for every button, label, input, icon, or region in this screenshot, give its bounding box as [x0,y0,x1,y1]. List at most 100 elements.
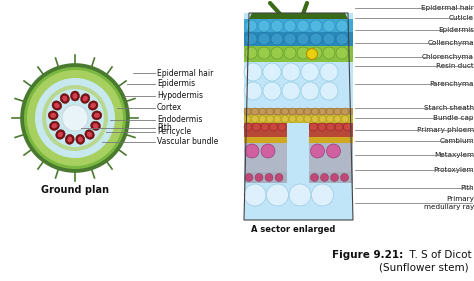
Circle shape [336,47,348,59]
Ellipse shape [78,136,83,142]
Circle shape [271,33,283,45]
Circle shape [263,82,281,100]
Circle shape [318,123,326,131]
Circle shape [245,47,257,59]
Circle shape [320,173,328,182]
Circle shape [341,108,348,115]
Circle shape [284,47,296,59]
Circle shape [42,85,108,151]
Circle shape [271,20,283,32]
Bar [244,172,288,183]
Text: Figure 9.21:: Figure 9.21: [332,250,403,260]
Text: Cortex: Cortex [157,103,182,112]
Circle shape [266,184,289,206]
Text: Vascular bundle: Vascular bundle [157,137,219,146]
Ellipse shape [62,96,67,101]
Circle shape [336,33,348,45]
Circle shape [258,47,270,59]
Text: Epidermis: Epidermis [438,27,474,33]
Text: Cambium: Cambium [439,138,474,144]
Ellipse shape [87,132,92,137]
Circle shape [310,20,322,32]
Circle shape [344,123,352,131]
Circle shape [335,123,343,131]
Text: Epidermal hair: Epidermal hair [157,69,213,78]
Circle shape [311,115,319,123]
Circle shape [327,108,334,115]
Circle shape [252,108,258,115]
Text: Starch sheath: Starch sheath [424,105,474,111]
Circle shape [265,173,273,182]
Bar [310,123,353,137]
Bar [244,108,353,115]
Ellipse shape [81,94,90,103]
Circle shape [334,108,341,115]
Text: Epidermal hair: Epidermal hair [421,5,474,11]
Circle shape [341,115,348,123]
Circle shape [311,184,334,206]
Circle shape [323,33,335,45]
Circle shape [307,49,318,60]
Ellipse shape [65,134,74,144]
Text: Primary
medullary ray: Primary medullary ray [424,196,474,210]
Circle shape [289,115,296,123]
Text: Parenchyma: Parenchyma [429,81,474,87]
Circle shape [261,144,275,158]
Circle shape [282,63,300,81]
Ellipse shape [82,96,88,101]
Circle shape [304,115,311,123]
Circle shape [259,108,266,115]
Circle shape [245,173,253,182]
Bar [310,143,353,172]
Text: Primary phloem: Primary phloem [417,127,474,133]
Circle shape [289,108,296,115]
Circle shape [284,33,296,45]
Ellipse shape [50,113,56,118]
Circle shape [310,33,322,45]
Circle shape [327,123,335,131]
Ellipse shape [94,113,100,118]
Text: Pericycle: Pericycle [157,128,191,137]
Circle shape [310,123,318,131]
Text: Pith: Pith [460,185,474,191]
Circle shape [319,115,326,123]
Circle shape [336,20,348,32]
Circle shape [282,82,300,100]
Circle shape [62,105,88,131]
Bar [244,46,353,62]
Circle shape [27,70,123,166]
Circle shape [245,144,259,158]
Text: T. S of Dicot Stem: T. S of Dicot Stem [403,250,474,260]
Ellipse shape [73,93,78,99]
Circle shape [274,108,281,115]
Ellipse shape [55,130,65,139]
Circle shape [297,47,309,59]
Circle shape [311,108,319,115]
Circle shape [245,20,257,32]
Circle shape [284,20,296,32]
Circle shape [258,20,270,32]
Ellipse shape [67,136,72,142]
Circle shape [320,63,338,81]
Bar [244,13,353,220]
Ellipse shape [76,134,85,144]
Circle shape [258,33,270,45]
Circle shape [310,47,322,59]
Circle shape [304,108,311,115]
Ellipse shape [71,91,80,101]
Ellipse shape [58,132,63,137]
Circle shape [271,47,283,59]
Text: Hypodermis: Hypodermis [157,92,203,101]
Circle shape [310,173,319,182]
Ellipse shape [54,103,60,108]
Circle shape [327,115,334,123]
Circle shape [244,115,251,123]
Ellipse shape [92,111,102,120]
Ellipse shape [52,123,57,128]
Circle shape [330,173,338,182]
Circle shape [244,123,252,131]
Circle shape [244,63,262,81]
Text: Endodermis: Endodermis [157,115,202,124]
Ellipse shape [60,94,69,103]
Circle shape [263,63,281,81]
